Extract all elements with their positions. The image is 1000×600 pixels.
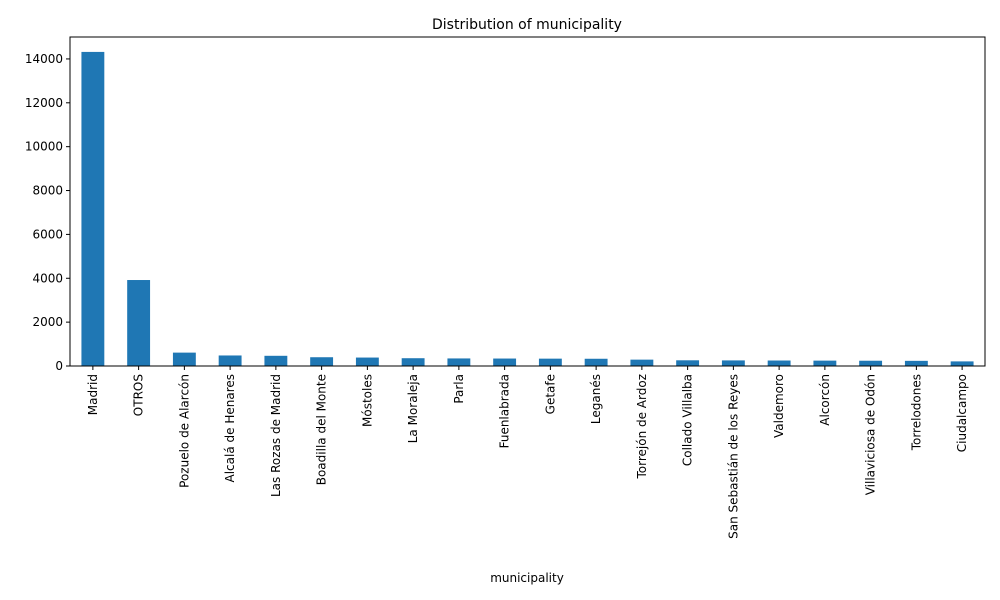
bar-7 <box>401 358 425 366</box>
bar-0 <box>81 51 105 366</box>
y-tick-label-1: 2000 <box>32 315 63 329</box>
bar-3 <box>218 355 242 366</box>
x-axis: Madrid OTROS Pozuelo de Alarcón Alcalá de H… <box>86 366 969 539</box>
x-axis-label: municipality <box>490 571 564 585</box>
bar-5 <box>310 357 334 366</box>
x-tick-label-17: Villaviciosa de Odón <box>864 374 878 495</box>
x-tick-label-13: Collado Villalba <box>681 374 695 466</box>
bar-8 <box>447 358 471 366</box>
bars-group <box>81 51 974 366</box>
x-tick-label-11: Leganés <box>589 374 603 424</box>
bar-2 <box>172 352 196 366</box>
bar-15 <box>767 360 791 366</box>
bar-12 <box>630 359 654 366</box>
bar-18 <box>904 360 928 366</box>
x-tick-label-0: Madrid <box>86 374 100 415</box>
bar-13 <box>676 360 700 366</box>
chart-title: Distribution of municipality <box>432 17 622 33</box>
x-tick-label-8: Parla <box>452 374 466 404</box>
bar-9 <box>493 358 517 366</box>
bar-11 <box>584 358 608 366</box>
x-tick-label-19: Ciudalcampo <box>955 374 969 452</box>
y-tick-label-7: 14000 <box>25 52 63 66</box>
bar-10 <box>538 358 562 366</box>
y-tick-label-5: 10000 <box>25 140 63 154</box>
x-tick-label-10: Getafe <box>543 374 557 414</box>
bar-17 <box>859 360 883 366</box>
bar-14 <box>721 360 745 366</box>
y-tick-label-2: 4000 <box>32 271 63 285</box>
x-tick-label-5: Boadilla del Monte <box>315 374 329 485</box>
x-tick-label-15: Valdemoro <box>772 374 786 438</box>
bar-6 <box>355 357 379 366</box>
y-tick-label-4: 8000 <box>32 184 63 198</box>
bar-16 <box>813 360 837 366</box>
x-tick-label-18: Torrelodones <box>909 374 923 451</box>
x-tick-label-1: OTROS <box>132 374 146 416</box>
x-tick-label-4: Las Rozas de Madrid <box>269 374 283 497</box>
bar-4 <box>264 355 288 366</box>
x-tick-label-16: Alcorcón <box>818 374 832 426</box>
x-tick-label-3: Alcalá de Henares <box>223 374 237 482</box>
bar-19 <box>950 361 974 366</box>
x-tick-label-9: Fuenlabrada <box>498 374 512 448</box>
x-tick-label-12: Torrejón de Ardoz <box>635 374 649 480</box>
bar-1 <box>127 280 151 366</box>
plot-frame <box>69 36 986 367</box>
x-tick-label-14: San Sebastián de los Reyes <box>726 374 740 539</box>
x-tick-label-7: La Moraleja <box>406 374 420 443</box>
y-tick-label-6: 12000 <box>25 96 63 110</box>
y-axis: 0 2000 4000 6000 8000 10000 12000 14000 <box>25 52 70 373</box>
x-tick-label-2: Pozuelo de Alarcón <box>177 374 191 488</box>
x-tick-label-6: Móstoles <box>360 374 374 427</box>
y-tick-label-0: 0 <box>55 359 63 373</box>
y-tick-label-3: 6000 <box>32 227 63 241</box>
